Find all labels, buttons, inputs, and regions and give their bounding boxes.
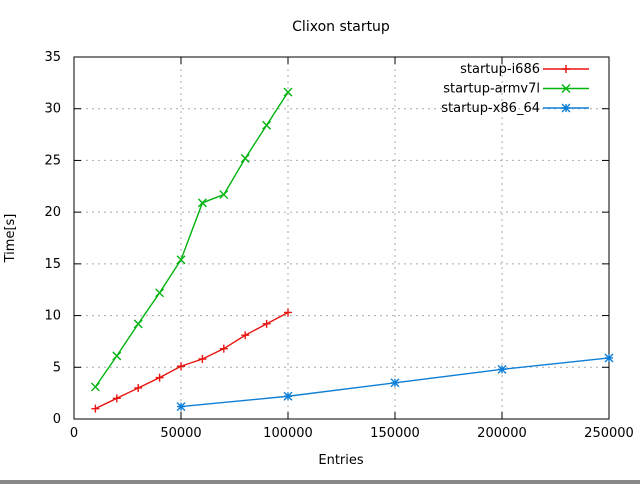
y-tick-label: 0 <box>53 412 61 427</box>
y-tick-label: 25 <box>44 153 61 168</box>
y-tick-label: 35 <box>44 50 61 65</box>
plot-border <box>73 56 610 420</box>
legend-label-startup-i686: startup-i686 <box>460 62 540 77</box>
series-markers-startup-i686 <box>91 308 292 413</box>
y-axis-label: Time[s] <box>3 214 18 264</box>
x-tick-label: 50000 <box>160 426 201 441</box>
x-tick-label: 150000 <box>370 426 420 441</box>
legend-sample-marker-startup-x86_64 <box>561 103 571 113</box>
legend-label-startup-armv7l: startup-armv7l <box>443 82 540 97</box>
chart-title: Clixon startup <box>292 19 390 35</box>
legend-sample-marker-startup-i686 <box>562 65 570 73</box>
legend-label-startup-x86_64: startup-x86_64 <box>441 101 540 116</box>
y-tick-label: 30 <box>44 102 61 117</box>
x-axis-label: Entries <box>318 453 364 468</box>
series-layer <box>90 87 614 413</box>
legend-sample-marker-startup-armv7l <box>561 84 571 93</box>
axis-layer: 0 50000 100000 150000 200000 250000 0 5 10 15 20 25… <box>44 50 633 441</box>
x-tick-label: 100000 <box>263 426 313 441</box>
y-tick-label: 5 <box>53 360 61 375</box>
legend: startup-i686 startup-armv7l startup-x86_64 <box>441 62 589 116</box>
y-tick-label: 15 <box>44 257 61 272</box>
series-markers-startup-armv7l <box>90 87 293 392</box>
series-markers-startup-x86_64 <box>176 353 614 412</box>
x-tick-label: 200000 <box>477 426 527 441</box>
x-tick-label: 0 <box>70 426 78 441</box>
series-line-startup-armv7l <box>94 91 289 388</box>
y-tick-label: 20 <box>44 205 61 220</box>
y-tick-label: 10 <box>44 309 61 324</box>
series-line-startup-i686 <box>95 311 289 410</box>
x-tick-label: 250000 <box>584 426 634 441</box>
